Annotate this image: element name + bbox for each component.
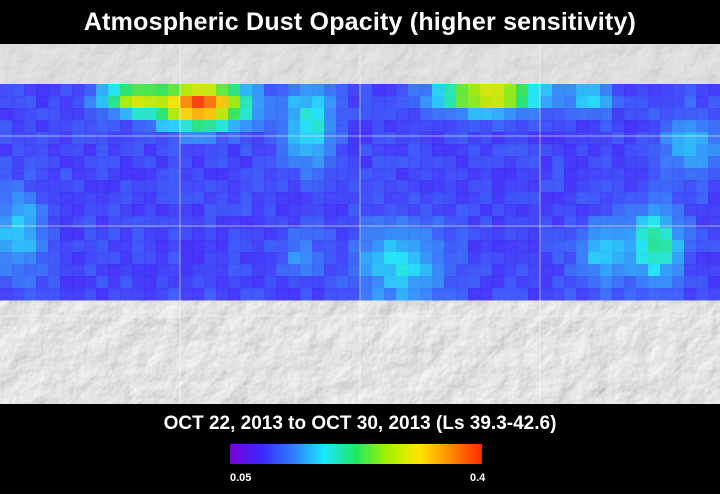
- date-range: OCT 22, 2013 to OCT 30, 2013 (Ls 39.3-42…: [163, 413, 557, 434]
- colorbar-max-label: 0.4: [470, 472, 486, 484]
- graticule: [0, 44, 720, 404]
- map-svg: [0, 44, 720, 404]
- colorbar: [230, 444, 482, 464]
- map-title: Atmospheric Dust Opacity (higher sensiti…: [83, 7, 637, 36]
- colorbar-min-label: 0.05: [230, 472, 252, 484]
- colorbar-rect: [230, 444, 482, 464]
- dust-opacity-map: [0, 44, 720, 404]
